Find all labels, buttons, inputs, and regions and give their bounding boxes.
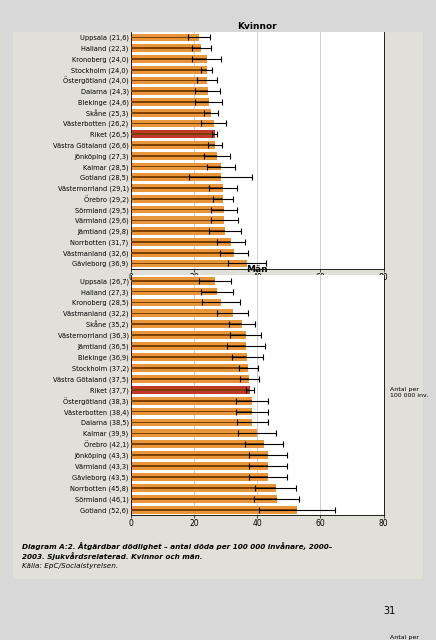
Bar: [131, 276, 215, 285]
Bar: [131, 155, 217, 157]
Bar: [131, 133, 215, 135]
Bar: [131, 79, 207, 81]
Bar: [131, 123, 214, 124]
Bar: [131, 444, 264, 445]
Bar: [131, 205, 224, 214]
Bar: [131, 364, 249, 372]
Bar: [131, 262, 248, 264]
Bar: [131, 280, 215, 282]
Bar: [131, 495, 276, 503]
Bar: [131, 198, 223, 200]
Bar: [131, 323, 242, 325]
Text: Antal per
100 000 inv.: Antal per 100 000 inv.: [390, 387, 428, 398]
Bar: [131, 473, 268, 481]
Bar: [131, 498, 276, 500]
Bar: [131, 451, 268, 459]
Bar: [131, 55, 207, 63]
Bar: [131, 238, 231, 246]
Bar: [131, 120, 214, 127]
Title: Kvinnor: Kvinnor: [238, 22, 277, 31]
Bar: [131, 47, 201, 49]
Bar: [131, 36, 199, 38]
Bar: [131, 90, 208, 92]
Bar: [131, 345, 246, 347]
Bar: [131, 252, 234, 253]
Bar: [131, 249, 234, 257]
Bar: [131, 476, 268, 478]
Bar: [131, 334, 245, 336]
Bar: [131, 66, 207, 74]
Bar: [131, 241, 231, 243]
Bar: [131, 216, 225, 224]
Bar: [131, 230, 225, 232]
Bar: [131, 440, 264, 448]
Bar: [131, 321, 242, 328]
Bar: [131, 356, 248, 358]
Text: Källa: EpC/Socialstyrelsen.: Källa: EpC/Socialstyrelsen.: [22, 563, 118, 570]
Bar: [131, 353, 248, 361]
Bar: [131, 184, 223, 192]
Bar: [131, 397, 252, 404]
Bar: [131, 422, 252, 423]
Bar: [131, 378, 249, 380]
Bar: [131, 389, 250, 390]
Bar: [131, 484, 276, 492]
Bar: [131, 298, 221, 307]
Bar: [131, 260, 248, 268]
Bar: [131, 429, 257, 437]
Bar: [131, 141, 215, 149]
Bar: [131, 506, 297, 514]
Bar: [131, 188, 223, 189]
Bar: [131, 173, 221, 181]
Bar: [131, 386, 250, 394]
Bar: [131, 144, 215, 146]
Bar: [131, 433, 257, 435]
Bar: [131, 400, 252, 401]
Bar: [131, 152, 217, 159]
Bar: [131, 332, 245, 339]
Bar: [131, 101, 208, 103]
Bar: [131, 408, 252, 415]
Bar: [131, 131, 215, 138]
Bar: [131, 98, 208, 106]
Bar: [131, 33, 199, 41]
Bar: [131, 195, 223, 203]
Bar: [131, 227, 225, 235]
Bar: [131, 411, 252, 412]
Bar: [131, 58, 207, 60]
Bar: [131, 87, 208, 95]
Bar: [131, 109, 211, 116]
Bar: [131, 44, 201, 52]
Bar: [131, 310, 232, 317]
Bar: [131, 375, 249, 383]
Text: 2003. Sjukvårdsrelaterad. Kvinnor och män.: 2003. Sjukvårdsrelaterad. Kvinnor och mä…: [22, 552, 202, 559]
Title: Män: Män: [246, 265, 268, 274]
Bar: [131, 301, 221, 303]
Bar: [131, 291, 217, 292]
Text: Diagram A:2. Åtgärdbar dödlighet – antal döda per 100 000 invånare, 2000–: Diagram A:2. Åtgärdbar dödlighet – antal…: [22, 542, 332, 550]
Bar: [131, 77, 207, 84]
Bar: [131, 462, 268, 470]
Text: 31: 31: [384, 605, 396, 616]
Bar: [131, 367, 249, 369]
Bar: [131, 220, 225, 221]
Bar: [131, 342, 246, 350]
Bar: [131, 454, 268, 456]
Bar: [131, 465, 268, 467]
Bar: [131, 177, 221, 178]
Bar: [131, 509, 297, 511]
Bar: [131, 112, 211, 113]
Bar: [131, 312, 232, 314]
Bar: [131, 69, 207, 70]
Bar: [131, 287, 217, 296]
Bar: [131, 487, 276, 489]
Bar: [131, 166, 221, 168]
Bar: [131, 209, 224, 211]
Text: Antal per
100 000 inv.: Antal per 100 000 inv.: [390, 635, 428, 640]
Bar: [131, 163, 221, 170]
Bar: [131, 419, 252, 426]
